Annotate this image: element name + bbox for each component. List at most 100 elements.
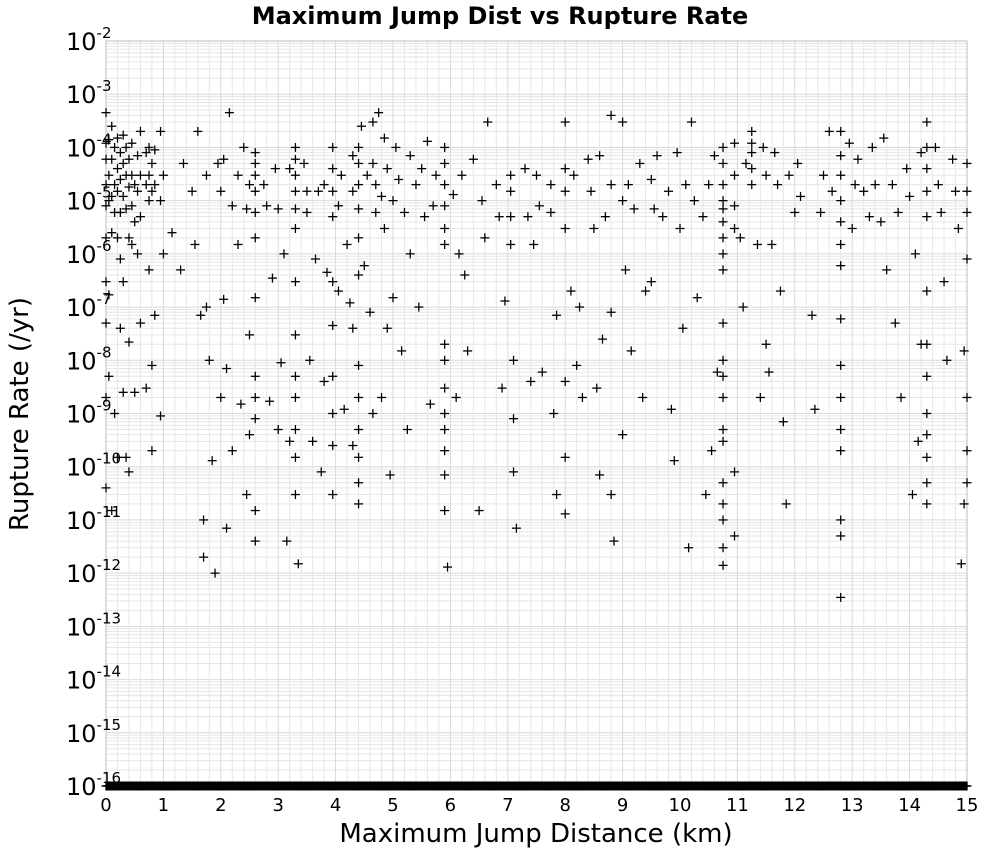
x-tick-label: 12 <box>783 795 806 816</box>
data-point <box>730 201 740 211</box>
data-point <box>250 414 260 424</box>
data-point <box>704 180 714 190</box>
data-point <box>718 318 728 328</box>
data-point <box>618 430 628 440</box>
data-point <box>135 126 145 136</box>
data-point <box>414 302 424 312</box>
data-point <box>463 346 473 356</box>
data-point <box>620 265 630 275</box>
data-point <box>606 110 616 120</box>
data-point <box>115 148 125 158</box>
data-point <box>491 180 501 190</box>
data-point <box>569 170 579 180</box>
data-point <box>836 151 846 161</box>
data-point <box>460 270 470 280</box>
data-point <box>279 249 289 259</box>
data-point <box>718 142 728 152</box>
x-tick-label: 15 <box>956 795 979 816</box>
data-point <box>368 158 378 168</box>
data-point <box>273 204 283 214</box>
data-point <box>497 383 507 393</box>
data-point <box>385 470 395 480</box>
data-point <box>354 270 364 280</box>
x-tick-label: 8 <box>559 795 570 816</box>
x-tick-labels: 0 1 2 3 4 5 6 7 8 9 10 11 12 13 14 15 <box>100 795 978 816</box>
data-point <box>282 536 292 546</box>
data-point <box>646 174 656 184</box>
data-point <box>354 499 364 509</box>
data-point <box>523 212 533 222</box>
data-point <box>738 302 748 312</box>
data-point <box>867 142 877 152</box>
data-point <box>781 499 791 509</box>
data-point <box>440 142 450 152</box>
data-point <box>316 467 326 477</box>
data-point <box>273 425 283 435</box>
data-point <box>480 233 490 243</box>
data-point <box>933 180 943 190</box>
data-point <box>104 371 114 381</box>
x-tick-label: 6 <box>445 795 456 816</box>
x-tick-label: 11 <box>726 795 749 816</box>
data-point <box>560 186 570 196</box>
data-point <box>560 452 570 462</box>
data-point <box>348 186 358 196</box>
y-tick-label: 10-11 <box>66 503 121 535</box>
data-point <box>322 267 332 277</box>
data-point <box>293 559 303 569</box>
data-point <box>290 186 300 196</box>
data-point <box>290 452 300 462</box>
data-point <box>354 425 364 435</box>
data-point <box>354 360 364 370</box>
data-point <box>107 228 117 238</box>
data-point <box>259 180 269 190</box>
data-point <box>922 409 932 418</box>
data-point <box>150 310 160 320</box>
data-point <box>549 409 559 418</box>
data-point <box>698 212 708 222</box>
data-point <box>250 207 260 217</box>
data-point <box>836 446 846 456</box>
data-point <box>684 543 694 553</box>
data-point <box>156 126 166 136</box>
data-point <box>506 186 516 196</box>
data-point <box>747 148 757 158</box>
data-point <box>311 254 321 264</box>
data-point <box>101 201 111 211</box>
data-point <box>778 417 788 427</box>
data-point <box>216 392 226 402</box>
data-point <box>110 409 120 418</box>
data-point <box>758 142 768 152</box>
data-point <box>299 158 309 168</box>
data-point <box>618 196 628 206</box>
data-point <box>454 249 464 259</box>
data-point <box>196 310 206 320</box>
data-point <box>836 360 846 370</box>
data-point <box>290 223 300 233</box>
data-point <box>135 170 145 180</box>
x-tick-label: 2 <box>215 795 226 816</box>
data-point <box>457 170 467 180</box>
data-point <box>893 207 903 217</box>
data-point <box>290 277 300 287</box>
data-point <box>962 392 972 402</box>
data-point <box>187 186 197 196</box>
data-point <box>730 170 740 180</box>
data-point <box>290 142 300 152</box>
data-point <box>411 180 421 190</box>
data-point <box>101 108 111 118</box>
data-point <box>354 478 364 488</box>
data-point <box>666 404 676 414</box>
data-point <box>118 277 128 287</box>
data-point <box>764 367 774 377</box>
data-point <box>144 265 154 275</box>
x-tick-label: 3 <box>272 795 283 816</box>
data-point <box>810 404 820 414</box>
data-point <box>773 180 783 190</box>
y-tick-label: 10-5 <box>66 184 112 216</box>
data-point <box>836 592 846 602</box>
data-point <box>333 201 343 211</box>
data-point <box>440 158 450 168</box>
data-point <box>511 523 521 533</box>
